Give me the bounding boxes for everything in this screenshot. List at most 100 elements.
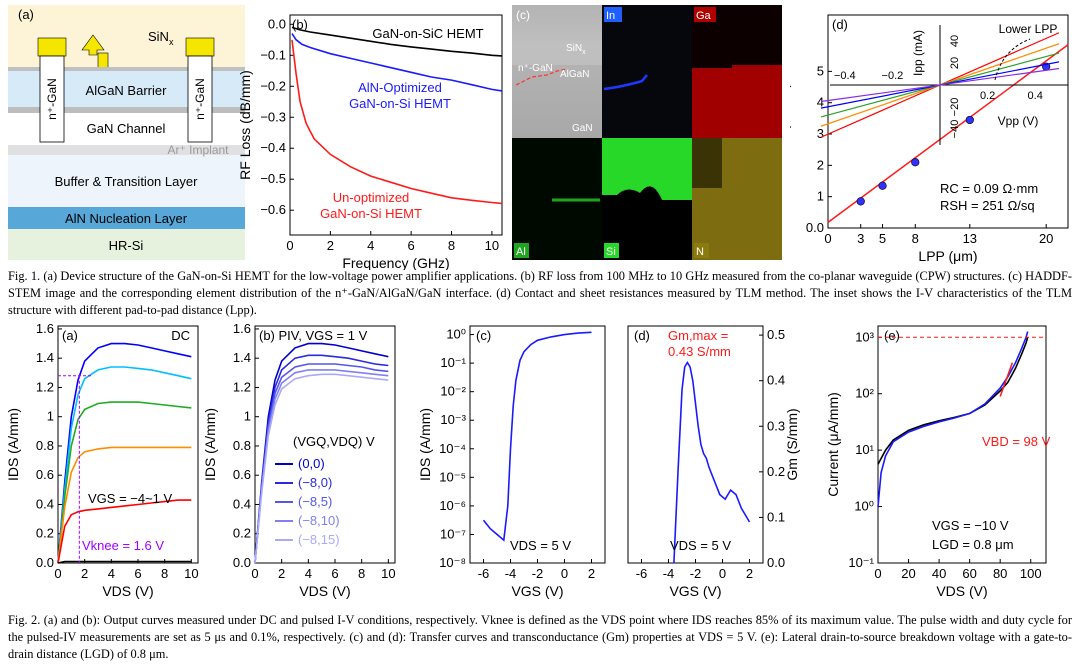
panel-label: (d) xyxy=(832,17,848,32)
y-axis-label: Gm (S/mm) xyxy=(784,408,800,480)
y-tick-label: 10⁻³ xyxy=(440,412,466,427)
fig1a-panel: (a) SiNx AlGaN Barrier GaN Channel Ar⁺ I… xyxy=(7,4,246,261)
series-line-gan-on-sic-hemt xyxy=(291,26,503,57)
element-n-label: N xyxy=(696,246,704,258)
hr-si-label: HR-Si xyxy=(109,238,144,253)
stem-gan-label: GaN xyxy=(572,123,593,134)
y-tick-label: 0.0 xyxy=(233,555,251,570)
y-tick-label: 10⁻¹ xyxy=(848,555,874,570)
y-tick-label: 1.4 xyxy=(233,350,251,365)
x-tick-label: 20 xyxy=(901,566,915,581)
sinx-label: SiNx xyxy=(148,29,174,47)
fig2e-panel: 0 20 40 60 80 100 10⁻¹ 10⁰ 10¹ 10² 10³ VDS (V) Curre… xyxy=(820,318,1060,610)
fig1b-panel: 0 2 4 6 8 10 0.0 −0.1 −0.2 −0.3 −0.4 −0.5 −0.6 Freque… xyxy=(235,5,510,271)
series-line-un-optimized-gan-on-si-hemt xyxy=(291,39,503,205)
x-tick-label: 8 xyxy=(161,566,168,581)
x-axis-label: VDS (V) xyxy=(299,583,350,599)
y-tick-label: 1.6 xyxy=(233,321,251,336)
x-tick-label: 0 xyxy=(251,566,258,581)
stem-element-maps: (c) SiNx n⁺-GaN AlGaN GaN In Ga Al Si N xyxy=(512,5,782,260)
y-tick-label: 10⁻⁴ xyxy=(439,441,466,456)
y-tick-label: 1 xyxy=(47,409,54,424)
series-line-ids xyxy=(482,331,592,542)
x-tick-label: 4 xyxy=(305,566,312,581)
stem-sinx-label: SiNx xyxy=(566,43,586,56)
fig1c-label: (c) xyxy=(516,8,530,22)
vds-annotation: VDS = 5 V xyxy=(510,538,571,553)
y-tick-label: −0.6 xyxy=(260,202,286,217)
ar-implant-label: Ar⁺ Implant xyxy=(167,143,229,157)
inset-y-tick-label: −40 xyxy=(949,120,961,139)
x-tick-label: 2 xyxy=(278,566,285,581)
y-tick-label: 3 xyxy=(817,126,824,141)
inset-x-tick-label: −0.4 xyxy=(834,70,856,82)
plot-frame xyxy=(57,325,199,564)
panel-label: (b) xyxy=(292,17,308,32)
x-tick-label: 8 xyxy=(358,566,365,581)
gm-max-annotation-1: Gm,max = xyxy=(668,328,728,343)
x-tick-label: 2 xyxy=(588,566,595,581)
y-tick-label: 0.3 xyxy=(767,418,785,433)
panel-label: (a) xyxy=(62,328,78,343)
element-si-label: Si xyxy=(606,246,616,258)
panel-label: (e) xyxy=(884,328,900,343)
y-axis-label: IDS (A/mm) xyxy=(5,408,21,481)
y-tick-label: 0.5 xyxy=(767,327,785,342)
n-gan-left-label: n⁺-GaN xyxy=(45,78,59,120)
lgd-annotation: LGD = 0.8 μm xyxy=(932,537,1014,552)
legend-entry: (−8,10) xyxy=(298,513,340,528)
fig2b-panel: 0 2 4 6 8 10 0.0 0.2 0.4 0.6 0.8 1 1.2 1.4 1.6 VDS (V) I… xyxy=(202,318,400,610)
y-tick-label: 1.2 xyxy=(36,379,54,394)
x-tick-label: -4 xyxy=(663,566,675,581)
x-tick-label: -6 xyxy=(478,566,490,581)
x-tick-label: 0 xyxy=(824,231,831,246)
y-tick-label: 10⁻⁷ xyxy=(440,526,466,541)
legend-entry: (−8,5) xyxy=(298,494,332,509)
series-line-vgs-1 xyxy=(57,401,192,564)
plot-frame xyxy=(877,325,1047,564)
fig1a-label: (a) xyxy=(18,7,34,22)
aln-nucleation-label: AlN Nucleation Layer xyxy=(65,211,188,226)
rc-annotation: RC = 0.09 Ω·mm xyxy=(940,181,1038,196)
fig2-caption: Fig. 2. (a) and (b): Output curves measu… xyxy=(8,613,1072,661)
legend-sic: GaN-on-SiC HEMT xyxy=(372,26,483,41)
x-tick-label: 8 xyxy=(448,238,455,253)
y-tick-label: 1 xyxy=(817,189,824,204)
y-tick-label: 0.6 xyxy=(36,467,54,482)
x-tick-label: -2 xyxy=(690,566,702,581)
x-tick-label: 0 xyxy=(54,566,61,581)
y-tick-label: 4 xyxy=(817,95,824,110)
vds-annotation: VDS = 5 V xyxy=(670,538,731,553)
legend-unopt-1: Un-optimized xyxy=(333,190,410,205)
vbd-annotation: VBD = 98 V xyxy=(982,434,1051,449)
y-tick-label: 0.8 xyxy=(233,438,251,453)
panel-title: (b) PIV, VGS = 1 V xyxy=(259,328,368,343)
x-tick-label: 6 xyxy=(408,238,415,253)
fig1c-panel: (c) SiNx n⁺-GaN AlGaN GaN In Ga Al Si N xyxy=(512,5,782,260)
y-axis-label: Rtot (Ω·mm) xyxy=(790,83,791,160)
series-line-vgs-4 xyxy=(57,560,192,564)
inset-note: Lower LPP xyxy=(999,22,1058,36)
x-tick-label: 3 xyxy=(857,231,864,246)
x-tick-label: 2 xyxy=(327,238,334,253)
fit-line xyxy=(827,44,1069,223)
rf-loss-chart: 0 2 4 6 8 10 0.0 −0.1 −0.2 −0.3 −0.4 −0.5 −0.6 Freque… xyxy=(237,14,503,271)
x-tick-label: 60 xyxy=(962,566,976,581)
x-axis-label: LPP (μm) xyxy=(918,248,977,264)
y-tick-label: 10⁻⁸ xyxy=(439,555,466,570)
y-tick-label: 10⁻² xyxy=(440,384,466,399)
plot-frame xyxy=(254,325,396,564)
legend-unopt-2: GaN-on-Si HEMT xyxy=(320,206,422,221)
y-tick-label: 1.2 xyxy=(233,379,251,394)
x-tick-label: 5 xyxy=(879,231,886,246)
vknee-annotation: Vknee = 1.6 V xyxy=(82,538,164,553)
y-tick-label: 0.4 xyxy=(36,496,54,511)
y-axis-label: RF Loss (dB/mm) xyxy=(237,70,253,180)
y-tick-label: 0.0 xyxy=(806,220,824,235)
x-axis-label: Frequency (GHz) xyxy=(342,255,449,270)
x-tick-label: 6 xyxy=(134,566,141,581)
dc-tag: DC xyxy=(171,328,190,343)
inset-x-label: Vpp (V) xyxy=(998,114,1039,128)
series-line-aln-optimized-gan-on-si-hemt xyxy=(291,33,503,92)
inset-y-tick-label: −20 xyxy=(949,98,961,117)
